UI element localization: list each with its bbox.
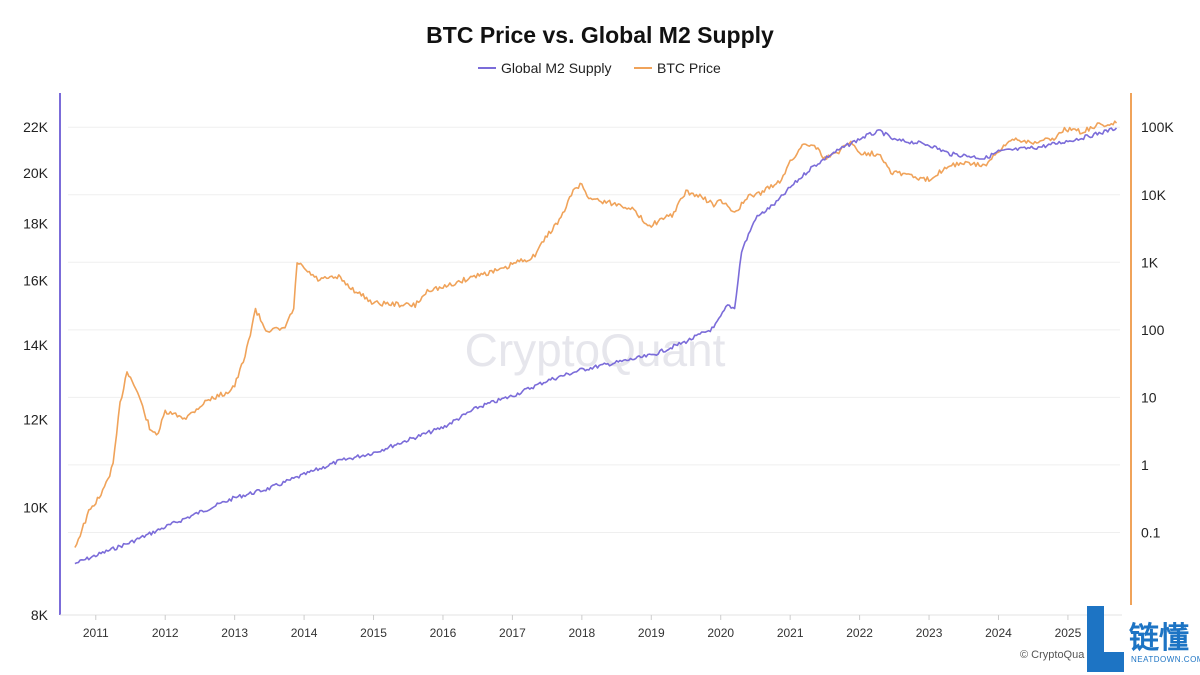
legend: Global M2 Supply BTC Price xyxy=(478,60,721,76)
x-tick-label: 2016 xyxy=(430,626,457,640)
left-axis-ticks: 8K 10K 12K 14K 16K 18K 20K 22K xyxy=(23,119,49,623)
right-tick-label: 10K xyxy=(1141,187,1167,203)
neatdown-logo: 链懂 NEATDOWN.COM xyxy=(1087,606,1200,672)
x-tick-label: 2018 xyxy=(568,626,595,640)
legend-label-m2: Global M2 Supply xyxy=(501,60,612,76)
logo-chinese: 链懂 xyxy=(1129,621,1189,656)
x-tick-label: 2025 xyxy=(1055,626,1082,640)
right-tick-label: 100K xyxy=(1141,119,1174,135)
left-tick-label: 10K xyxy=(23,499,49,515)
x-axis-ticks: 2011 2012 2013 2014 2015 2016 2017 2018 2019 2020… xyxy=(83,615,1082,640)
left-tick-label: 20K xyxy=(23,165,49,181)
gridlines xyxy=(68,126,1120,533)
right-tick-label: 0.1 xyxy=(1141,524,1161,540)
left-tick-label: 12K xyxy=(23,411,49,427)
watermark: CryptoQuant xyxy=(465,324,726,376)
left-tick-label: 22K xyxy=(23,119,49,135)
right-tick-label: 1K xyxy=(1141,254,1159,270)
right-tick-label: 100 xyxy=(1141,322,1165,338)
btc-price-line xyxy=(74,120,1118,548)
chart-title: BTC Price vs. Global M2 Supply xyxy=(426,22,774,48)
x-tick-label: 2021 xyxy=(777,626,804,640)
x-tick-label: 2022 xyxy=(846,626,873,640)
logo-english: NEATDOWN.COM xyxy=(1131,655,1200,664)
x-tick-label: 2015 xyxy=(360,626,387,640)
x-tick-label: 2020 xyxy=(707,626,734,640)
global-m2-line xyxy=(74,127,1118,565)
copyright-text: © CryptoQua xyxy=(1020,649,1085,661)
x-tick-label: 2024 xyxy=(985,626,1012,640)
x-tick-label: 2014 xyxy=(291,626,318,640)
logo-l-icon xyxy=(1087,606,1124,672)
x-tick-label: 2017 xyxy=(499,626,526,640)
x-tick-label: 2011 xyxy=(83,626,109,640)
left-tick-label: 18K xyxy=(23,216,49,232)
x-tick-label: 2023 xyxy=(916,626,943,640)
left-tick-label: 8K xyxy=(31,607,49,623)
x-tick-label: 2012 xyxy=(152,626,179,640)
legend-label-btc: BTC Price xyxy=(657,60,721,76)
left-tick-label: 16K xyxy=(23,273,49,289)
left-tick-label: 14K xyxy=(23,337,49,353)
x-tick-label: 2013 xyxy=(221,626,248,640)
right-tick-label: 1 xyxy=(1141,457,1149,473)
right-tick-label: 10 xyxy=(1141,389,1157,405)
x-tick-label: 2019 xyxy=(638,626,665,640)
right-axis-ticks: 0.1 1 10 100 1K 10K 100K xyxy=(1141,119,1174,540)
